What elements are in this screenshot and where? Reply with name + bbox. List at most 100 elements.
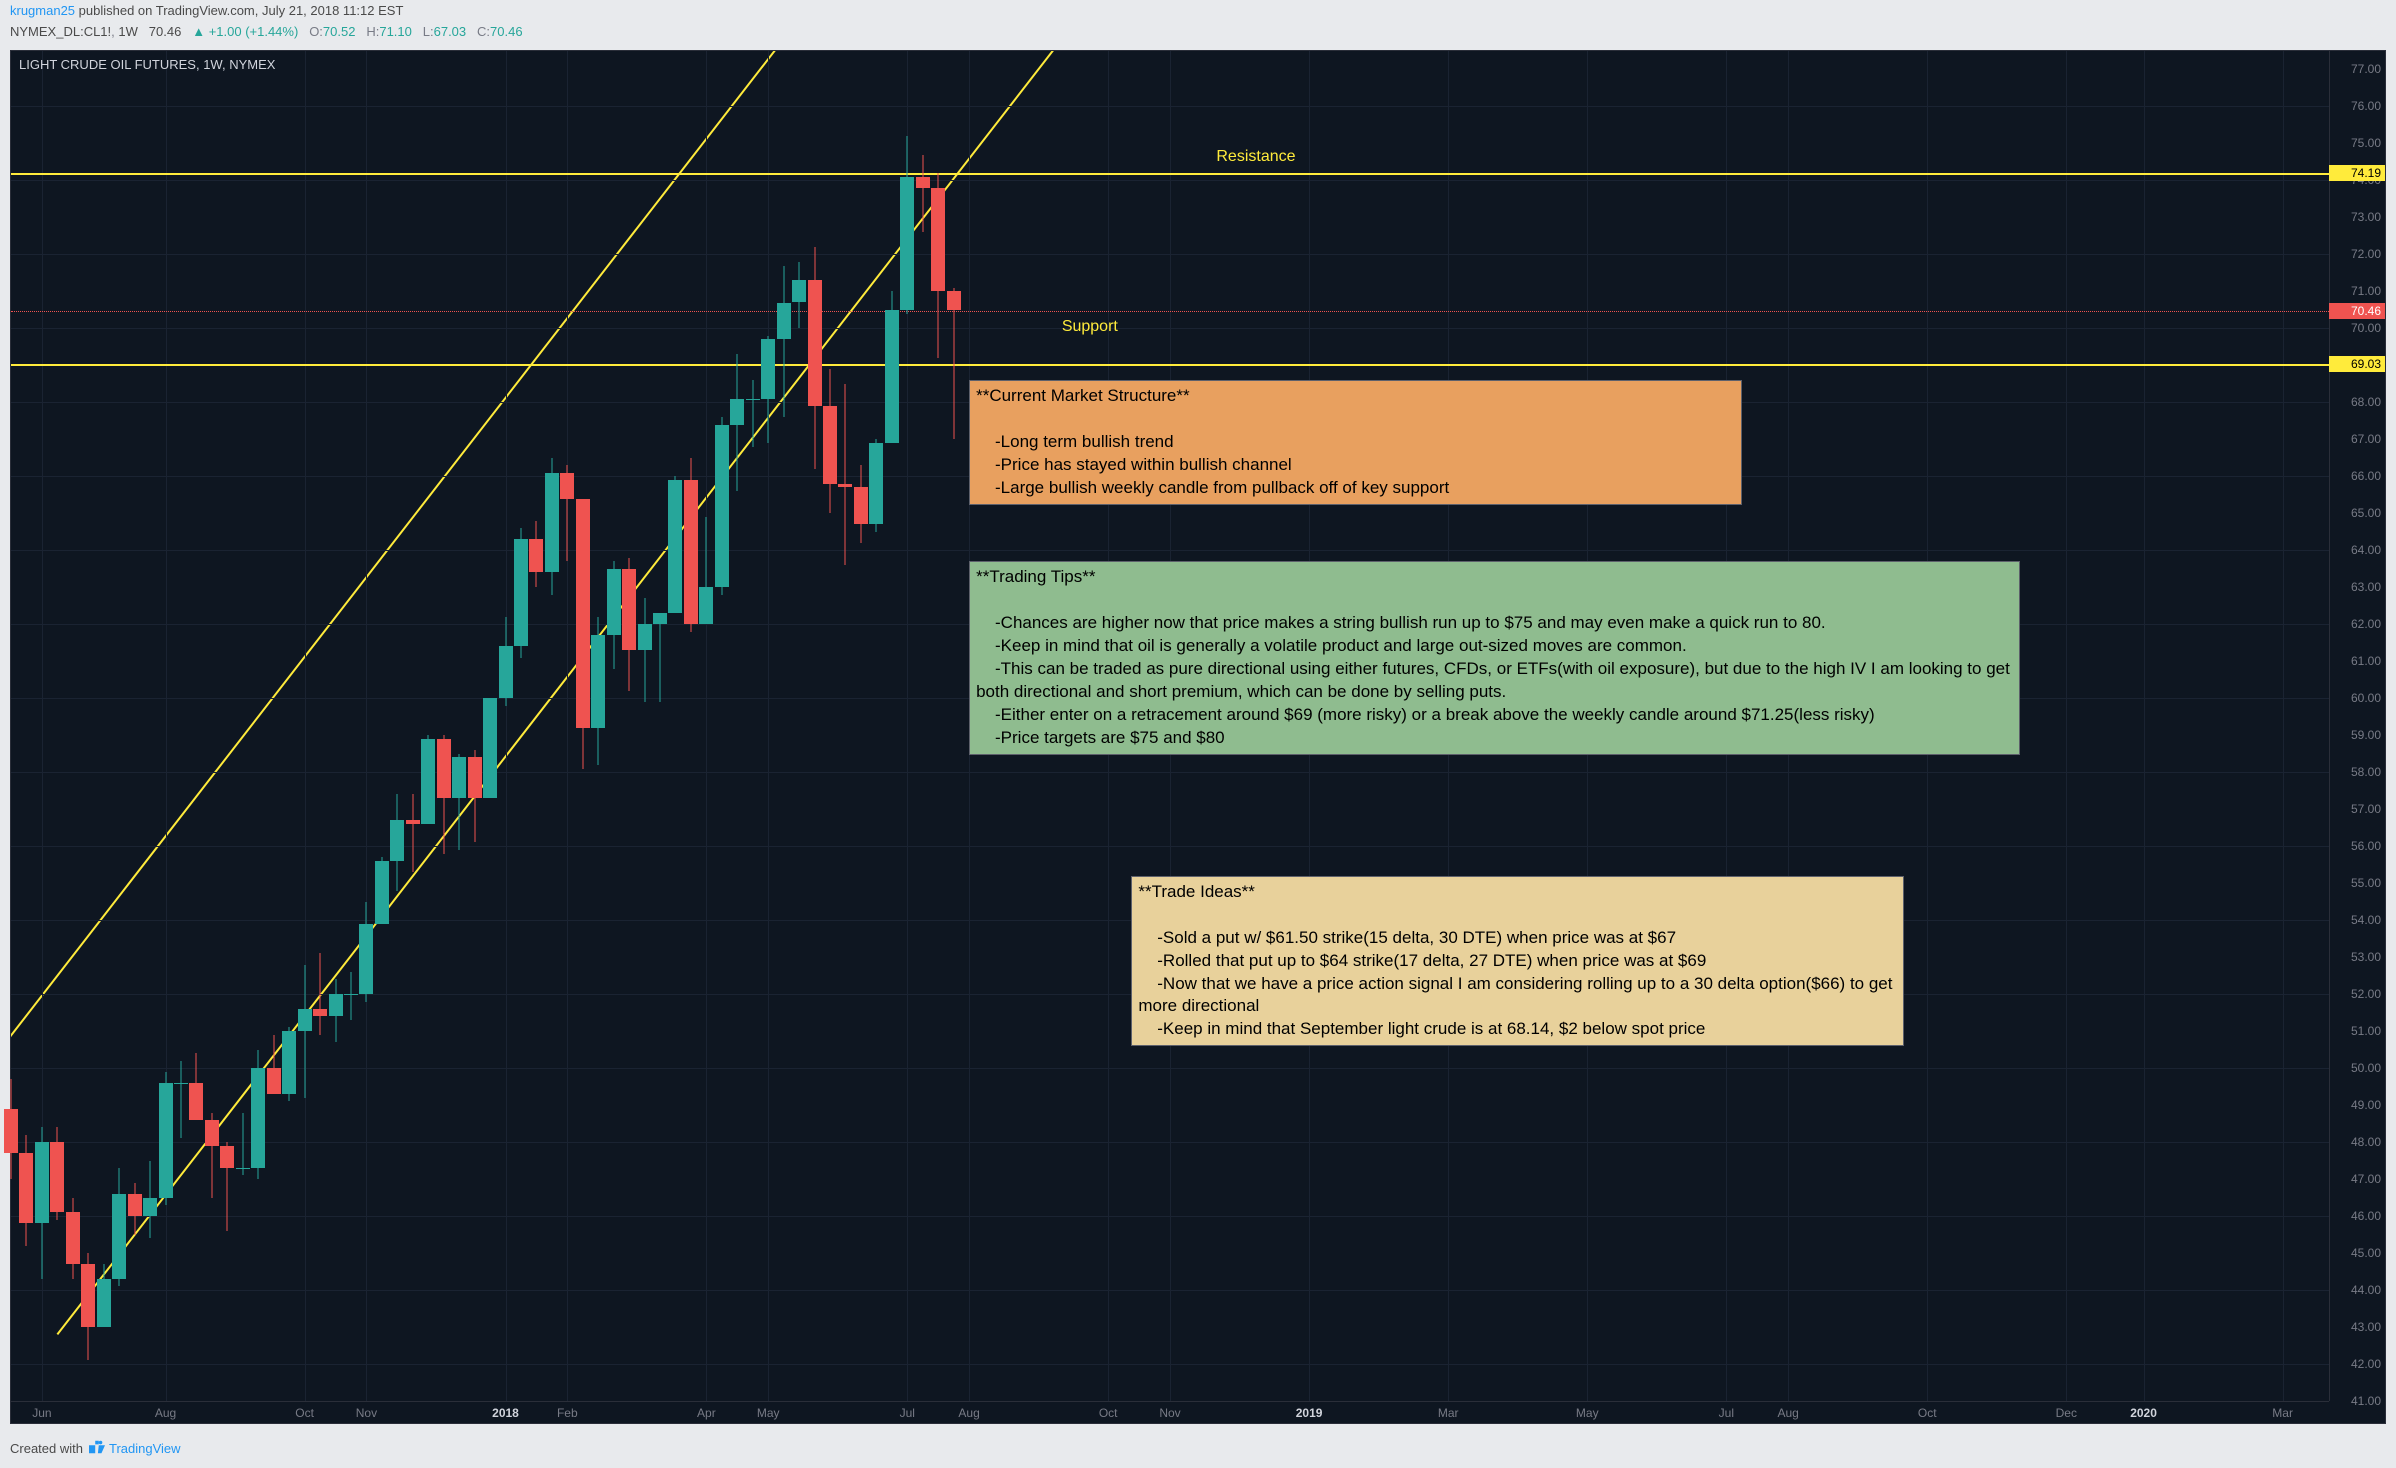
candle[interactable]	[81, 1253, 95, 1360]
x-tick: Jul	[900, 1406, 915, 1420]
candle[interactable]	[838, 384, 852, 565]
candle[interactable]	[869, 439, 883, 531]
y-tick: 77.00	[2351, 62, 2381, 76]
candle[interactable]	[452, 754, 466, 850]
candle[interactable]	[545, 458, 559, 595]
y-tick: 67.00	[2351, 432, 2381, 446]
candle[interactable]	[823, 369, 837, 513]
candle[interactable]	[437, 735, 451, 853]
candle[interactable]	[607, 561, 621, 668]
y-tick: 45.00	[2351, 1246, 2381, 1260]
candle[interactable]	[329, 979, 343, 1042]
candle[interactable]	[468, 750, 482, 842]
candle[interactable]	[885, 291, 899, 439]
candle[interactable]	[143, 1161, 157, 1239]
candle[interactable]	[236, 1113, 250, 1176]
x-tick: Jul	[1719, 1406, 1734, 1420]
candle[interactable]	[931, 173, 945, 358]
candle[interactable]	[390, 794, 404, 890]
candle[interactable]	[298, 965, 312, 1098]
candle[interactable]	[406, 794, 420, 872]
footer-brand-text: TradingView	[109, 1441, 181, 1456]
candle[interactable]	[174, 1061, 188, 1139]
y-tick: 59.00	[2351, 728, 2381, 742]
candle[interactable]	[684, 458, 698, 632]
candle[interactable]	[808, 247, 822, 469]
candle[interactable]	[916, 155, 930, 233]
footer-brand[interactable]: TradingView	[89, 1440, 181, 1456]
candle[interactable]	[112, 1168, 126, 1286]
candle[interactable]	[514, 528, 528, 657]
candle[interactable]	[529, 521, 543, 588]
candle[interactable]	[359, 902, 373, 1002]
textbox-green: **Trading Tips** -Chances are higher now…	[969, 561, 2020, 755]
candle[interactable]	[947, 288, 961, 440]
candle[interactable]	[668, 476, 682, 613]
y-tick: 44.00	[2351, 1283, 2381, 1297]
candle[interactable]	[282, 1027, 296, 1101]
candle[interactable]	[622, 558, 636, 691]
candle[interactable]	[344, 972, 358, 1020]
candle[interactable]	[220, 1142, 234, 1231]
y-tick: 64.00	[2351, 543, 2381, 557]
candle[interactable]	[66, 1198, 80, 1279]
gridline-v	[305, 51, 306, 1401]
candle[interactable]	[792, 262, 806, 329]
gridline-v	[2144, 51, 2145, 1401]
y-tick: 46.00	[2351, 1209, 2381, 1223]
chart-container[interactable]: LIGHT CRUDE OIL FUTURES, 1W, NYMEX Resis…	[10, 50, 2386, 1424]
candle[interactable]	[4, 1079, 18, 1179]
x-axis[interactable]: JunAugOctNov2018FebAprMayJulAugOctNov201…	[11, 1401, 2329, 1423]
candle[interactable]	[900, 136, 914, 314]
candle[interactable]	[189, 1053, 203, 1120]
candle[interactable]	[560, 465, 574, 561]
x-tick: 2019	[1296, 1406, 1323, 1420]
candle[interactable]	[97, 1264, 111, 1327]
y-tick-highlight: 69.03	[2329, 356, 2385, 372]
y-tick: 43.00	[2351, 1320, 2381, 1334]
candle[interactable]	[19, 1135, 33, 1246]
candle[interactable]	[777, 266, 791, 418]
candle[interactable]	[746, 380, 760, 447]
candle[interactable]	[421, 735, 435, 824]
candle[interactable]	[854, 465, 868, 543]
header-user[interactable]: krugman25	[10, 3, 75, 18]
candle[interactable]	[483, 698, 497, 798]
y-tick: 53.00	[2351, 950, 2381, 964]
candle[interactable]	[205, 1113, 219, 1198]
y-tick: 48.00	[2351, 1135, 2381, 1149]
x-tick: Oct	[295, 1406, 314, 1420]
candle[interactable]	[715, 417, 729, 595]
candle[interactable]	[576, 499, 590, 769]
ticker-symbol[interactable]: NYMEX_DL:CL1!	[10, 24, 111, 39]
y-tick: 41.00	[2351, 1394, 2381, 1408]
candle[interactable]	[128, 1183, 142, 1235]
candle[interactable]	[761, 336, 775, 443]
candle[interactable]	[251, 1050, 265, 1179]
candle[interactable]	[499, 617, 513, 706]
candle[interactable]	[159, 1072, 173, 1205]
hline	[11, 311, 2329, 312]
candle[interactable]	[50, 1127, 64, 1219]
candle[interactable]	[730, 354, 744, 491]
hline	[11, 364, 2329, 366]
y-tick: 47.00	[2351, 1172, 2381, 1186]
candle[interactable]	[591, 617, 605, 765]
ticker-row: NYMEX_DL:CL1!, 1W 70.46 ▲ +1.00 (+1.44%)…	[0, 22, 2396, 42]
plot-area[interactable]: ResistanceSupport**Current Market Struct…	[11, 51, 2329, 1401]
candle[interactable]	[267, 1035, 281, 1094]
candle[interactable]	[699, 517, 713, 624]
y-tick-highlight: 70.46	[2329, 303, 2385, 319]
candle[interactable]	[35, 1127, 49, 1279]
x-tick: Nov	[356, 1406, 377, 1420]
y-tick: 76.00	[2351, 99, 2381, 113]
ohlc-c-label: C:	[477, 24, 490, 39]
gridline-v	[2066, 51, 2067, 1401]
y-axis[interactable]: 41.0042.0043.0044.0045.0046.0047.0048.00…	[2329, 51, 2385, 1401]
candle[interactable]	[638, 598, 652, 702]
candle[interactable]	[653, 613, 667, 702]
ohlc-o-label: O:	[309, 24, 323, 39]
gridline-v	[506, 51, 507, 1401]
candle[interactable]	[375, 857, 389, 924]
candle[interactable]	[313, 953, 327, 1034]
